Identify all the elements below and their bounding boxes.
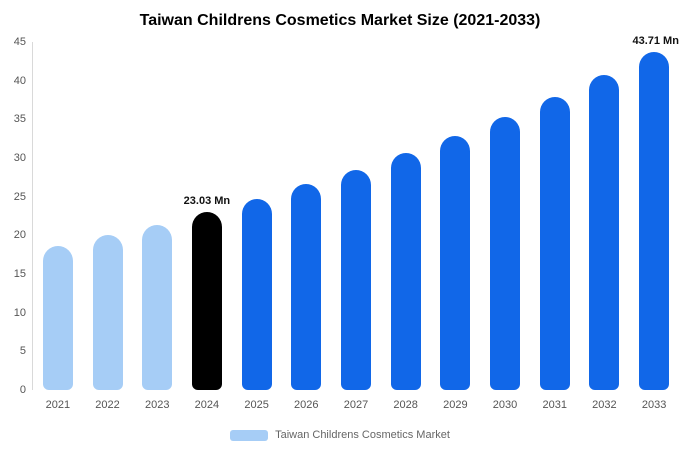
bar-2021 [42, 246, 73, 390]
bar-column: 2027 [331, 42, 381, 411]
y-tick-label: 25 [13, 190, 26, 203]
bar-column: 2021 [33, 42, 83, 411]
data-label: 43.71 Mn [632, 34, 679, 47]
y-tick-label: 10 [13, 306, 26, 319]
x-tick-label: 2029 [443, 399, 468, 411]
bar-column: 2033 43.71 Mn [629, 35, 678, 411]
bar-column: 2023 [132, 42, 182, 411]
bar-column: 2026 [281, 42, 331, 411]
bar-column: 2029 [431, 42, 481, 411]
bar-column: 2030 [480, 42, 530, 411]
x-tick-label: 2027 [343, 399, 369, 411]
bar-2025 [241, 199, 272, 390]
x-tick-label: 2025 [244, 399, 269, 411]
x-tick-label: 2030 [492, 399, 518, 411]
legend-item[interactable]: Taiwan Childrens Cosmetics Market [0, 429, 680, 441]
bar-column: 2025 [232, 42, 282, 411]
x-tick-label: 2032 [592, 399, 617, 411]
legend-label: Taiwan Childrens Cosmetics Market [275, 429, 450, 441]
y-axis: 0 5 10 15 20 25 30 35 40 45 [2, 36, 28, 396]
data-label: 23.03 Mn [183, 194, 231, 207]
bar-2023 [142, 224, 173, 390]
bar-column: 2031 [530, 42, 580, 411]
y-tick-label: 45 [13, 36, 26, 48]
x-tick-label: 2033 [641, 399, 667, 411]
x-tick-label: 2021 [45, 399, 71, 411]
bar-column: 2024 23.03 Mn [182, 42, 232, 411]
bar-column: 2032 [580, 42, 630, 411]
chart-title: Taiwan Childrens Cosmetics Market Size (… [139, 12, 541, 29]
legend-swatch [230, 429, 269, 441]
y-axis-line [32, 42, 33, 390]
bar-2028 [390, 153, 421, 390]
bar-2030 [490, 117, 521, 390]
bar-column: 2022 [83, 42, 133, 411]
y-tick-label: 5 [19, 345, 26, 358]
bar-2032 [589, 75, 620, 390]
bar-2024 [191, 211, 222, 390]
x-tick-label: 2022 [95, 399, 120, 411]
bar-2029 [440, 135, 471, 390]
y-tick-label: 30 [13, 152, 26, 164]
bar-column: 2028 [381, 42, 431, 411]
bar-2033 [639, 51, 670, 390]
bar-2027 [340, 169, 371, 390]
y-tick-label: 15 [13, 268, 26, 280]
y-tick-label: 20 [13, 229, 26, 242]
bars-container: 2021 2022 2023 2024 23.03 Mn 2025 2026 2027 2028… [33, 35, 679, 411]
y-tick-label: 35 [13, 113, 26, 126]
x-tick-label: 2028 [393, 399, 418, 411]
y-tick-label: 0 [19, 384, 26, 396]
x-tick-label: 2031 [542, 399, 567, 411]
x-tick-label: 2024 [194, 399, 220, 411]
x-tick-label: 2026 [294, 399, 319, 411]
bar-2031 [539, 96, 570, 390]
bar-2022 [92, 235, 123, 390]
bar-2026 [291, 184, 322, 390]
x-tick-label: 2023 [144, 399, 170, 411]
y-tick-label: 40 [13, 74, 26, 87]
